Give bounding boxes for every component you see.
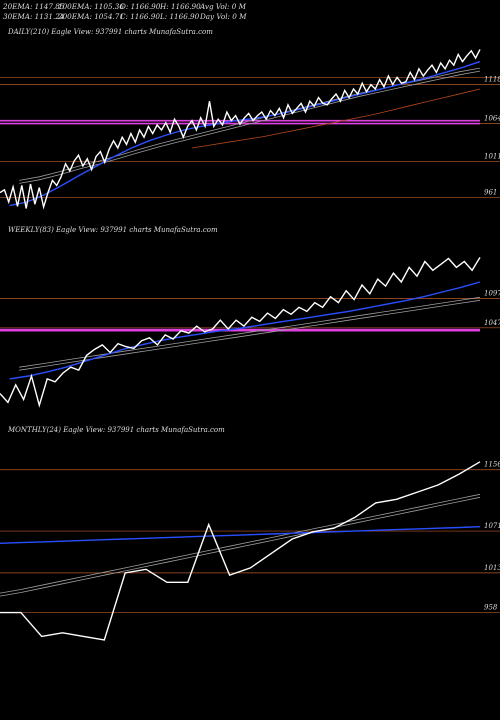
monthly-level-label: 1156 — [484, 461, 500, 469]
daily-price-line — [0, 49, 481, 210]
weekly-panel-title: WEEKLY(83) Eagle View: 937991 charts Mun… — [8, 226, 218, 234]
weekly-ema-slow-line-a — [19, 296, 481, 368]
header-20ema: 20EMA: 1147.85 — [3, 2, 65, 11]
weekly-level-label: 1097 — [484, 290, 500, 298]
weekly-level-label: 1047 — [484, 319, 500, 327]
monthly-level-label: 1013 — [484, 564, 500, 572]
header-day-vol: Day Vol: 0 M — [200, 12, 247, 21]
daily-ema-slow-line-b — [19, 70, 481, 184]
daily-ema-fast-line — [9, 60, 481, 207]
daily-level-label: 961 — [484, 189, 497, 197]
monthly-ema-slow-line-b — [0, 496, 481, 597]
monthly-ema-fast-line — [0, 526, 481, 544]
weekly-price-line — [0, 257, 481, 408]
weekly-ema-fast-line — [9, 281, 481, 380]
header-low: L: 1166.90 — [160, 12, 200, 21]
header-close: C: 1166.90 — [120, 12, 160, 21]
monthly-ema-slow-line-a — [0, 493, 481, 594]
daily-ema-long-line — [191, 88, 481, 149]
daily-level-label: 1118 — [484, 76, 500, 84]
daily-level-label: 1064 — [484, 115, 500, 123]
header-30ema: 30EMA: 1131.24 — [3, 12, 65, 21]
monthly-level-label: 958 — [484, 604, 498, 612]
monthly-price-line — [0, 461, 481, 641]
daily-level-label: 1011 — [484, 153, 500, 161]
daily-panel-title: DAILY(210) Eagle View: 937991 charts Mun… — [8, 28, 213, 36]
header-200ema: 200EMA: 1054.71 — [58, 12, 124, 21]
header-open: O: 1166.90 — [120, 2, 161, 11]
monthly-panel-title: MONTHLY(24) Eagle View: 937991 charts Mu… — [8, 426, 225, 434]
header-avg-vol: Avg Vol: 0 M — [200, 2, 246, 11]
header-100ema: 100EMA: 1105.36 — [58, 2, 124, 11]
header-high: H: 1166.90 — [160, 2, 201, 11]
